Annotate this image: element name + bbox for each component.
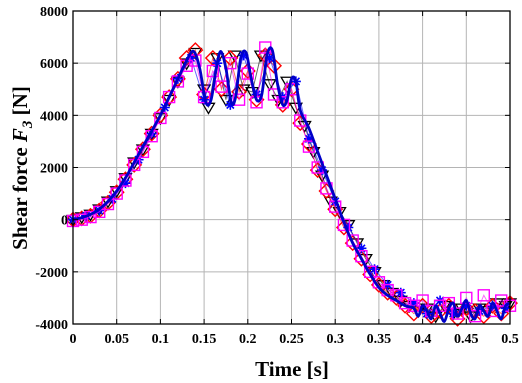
y-tick-label: 2000 [40,162,68,177]
marker-asterisk [408,298,419,309]
y-axis-title-symbol: F [8,128,32,143]
marker-diamond [213,81,230,98]
marker-triangle-down [100,196,116,209]
marker-square [363,265,377,279]
marker-asterisk [448,308,459,319]
y-axis-title-subscript: 3 [20,120,36,129]
marker-asterisk [395,287,406,298]
marker-triangle-down [118,173,133,186]
x-tick-label: 0.45 [454,332,479,347]
y-tick-label: -2000 [35,266,68,281]
x-tick-label: 0 [70,332,77,347]
marker-diamond [161,89,178,106]
marker-asterisk [461,300,472,311]
marker-diamond [344,235,361,252]
y-tick-label: 6000 [40,57,68,72]
x-tick-label: 0.4 [414,332,432,347]
marker-square [206,64,220,78]
marker-asterisk [356,243,367,254]
marker-asterisk [369,264,380,275]
marker-square [477,289,490,302]
y-tick-label: 4000 [40,109,68,124]
y-tick-labels: -4000 -2000 0 2000 4000 6000 8000 [35,5,68,333]
y-axis-title-unit: [N] [8,86,32,120]
marker-triangle-down [227,50,242,63]
marker-square [119,174,132,187]
marker-asterisk [225,99,236,110]
marker-triangle-down [454,303,470,316]
x-tick-label: 0.05 [104,332,129,347]
y-axis-title-prefix: Shear force [8,142,32,250]
series-main-line [72,46,511,323]
x-tick-labels: 0 0.05 0.1 0.15 0.2 0.25 0.3 0.35 0.4 0.45 0.5 [70,332,519,347]
marker-square [162,90,176,104]
marker-asterisk [185,52,196,63]
x-tick-label: 0.5 [501,332,519,347]
marker-asterisk [317,165,328,176]
marker-asterisk [238,50,249,61]
marker-asterisk [264,52,275,63]
x-tick-label: 0.35 [367,332,392,347]
marker-triangle-down [109,186,124,199]
marker-diamond [266,57,283,74]
series-main-path [72,46,511,323]
tick-marks [72,10,511,325]
marker-asterisk [343,222,354,233]
marker-triangle-down [236,84,251,97]
marker-diamond [327,201,344,218]
y-tick-label: 0 [61,214,68,229]
marker-asterisk [303,133,314,144]
y-tick-label: 8000 [40,5,68,20]
marker-square [241,67,255,80]
marker-square [101,197,115,211]
marker-square [451,307,464,320]
marker-asterisk [251,89,262,100]
marker-square [215,80,228,93]
marker-square [127,158,141,172]
marker-triangle-down [210,53,225,66]
y-tick-label: -4000 [35,318,68,333]
x-tick-label: 0.1 [152,332,170,347]
marker-square [110,187,123,200]
marker-square [468,309,482,323]
x-tick-label: 0.25 [279,332,304,347]
marker-square [276,96,289,109]
x-tick-label: 0.3 [326,332,344,347]
x-axis-title: Time [s] [255,357,329,381]
plot-area [65,41,518,327]
marker-asterisk [120,178,131,189]
x-tick-label: 0.15 [192,332,217,347]
marker-square [232,93,246,106]
x-tick-label: 0.2 [239,332,257,347]
y-axis-title: Shear force F3 [N] [8,86,36,250]
